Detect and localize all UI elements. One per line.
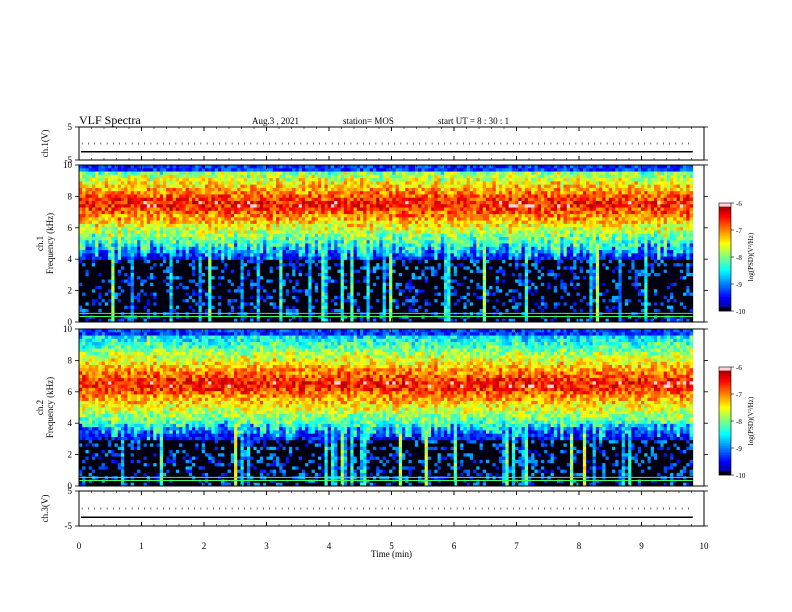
ch2-spectrogram-colorbar-tick-label--6: -6 — [736, 364, 742, 372]
xtick-label-1: 1 — [139, 541, 144, 551]
ch1-waveform-frame — [78, 126, 705, 161]
ch1-spectrogram-ylabel-0: ch.1 — [35, 236, 45, 251]
xtick-label-6: 6 — [452, 541, 457, 551]
ch1-spectrogram-colorbar — [719, 203, 731, 312]
ch1-waveform-ylabel-0: ch.1(V) — [40, 130, 50, 158]
ch2-spectrogram-ytick-label-10: 10 — [63, 324, 73, 334]
ch1-spectrogram-minor-ticks — [91, 165, 692, 322]
xtick-label-9: 9 — [639, 541, 644, 551]
ch2-spectrogram-ytick-label-6: 6 — [68, 387, 73, 397]
ch2-spectrogram-colorbar-tick-label--9: -9 — [736, 445, 742, 453]
ch1-waveform-minor-ticks — [91, 127, 692, 160]
ch1-spectrogram-ytick-label-0: 0 — [68, 317, 73, 327]
ch3-waveform-ylabel-0: ch.3(V) — [40, 495, 50, 523]
xtick-label-5: 5 — [389, 541, 394, 551]
ch3-waveform-baseline-marks — [81, 507, 689, 510]
xtick-label-4: 4 — [327, 541, 332, 551]
xtick-label-2: 2 — [202, 541, 207, 551]
ch3-waveform-ytick-label-5: 5 — [68, 486, 73, 496]
ch2-spectrogram-colorbar — [719, 367, 731, 476]
ch2-spectrogram-cells — [79, 329, 694, 487]
ch2-spectrogram-colorbar-tick-label--10: -10 — [736, 472, 746, 480]
date-label: Aug.3 , 2021 — [252, 116, 299, 126]
chart-title: VLF Spectra — [79, 113, 141, 127]
ch2-spectrogram-ytick-label-2: 2 — [68, 450, 73, 460]
ch2-spectrogram-ylabel-0: ch.2 — [35, 400, 45, 415]
ch2-spectrogram-colorbar-tick-label--8: -8 — [736, 418, 742, 426]
ch2-spectrogram-colorbar-tick-label--7: -7 — [736, 391, 742, 399]
ch2-spectrogram-ylabel-1: Frequency (kHz) — [45, 377, 55, 438]
ch1-spectrogram-colorbar-tick-label--7: -7 — [736, 227, 742, 235]
ch1-spectrogram-colorbar-tick-label--8: -8 — [736, 254, 742, 262]
ch1-spectrogram-colorbar-tick-label--10: -10 — [736, 308, 746, 316]
ch3-waveform-ytick-label--5: -5 — [65, 521, 73, 531]
ch1-waveform-ytick-label--5: -5 — [65, 155, 73, 165]
ch2-spectrogram-ytick-label-4: 4 — [68, 418, 73, 428]
ch2-spectrogram-colorbar-label: log(PSD)(V²/Hz) — [747, 396, 755, 445]
ch1-waveform-baseline-marks — [81, 142, 689, 145]
ch2-spectrogram-ytick-label-0: 0 — [68, 481, 73, 491]
xtick-label-7: 7 — [514, 541, 519, 551]
xtick-label-8: 8 — [577, 541, 582, 551]
ch1-spectrogram-ylabel-1: Frequency (kHz) — [45, 213, 55, 274]
xtick-label-0: 0 — [77, 541, 82, 551]
station-label: station= MOS — [343, 116, 394, 126]
ch2-spectrogram-ytick-label-8: 8 — [68, 355, 73, 365]
ch1-spectrogram-ytick-label-6: 6 — [68, 223, 73, 233]
xtick-label-10: 10 — [700, 541, 710, 551]
xtick-label-3: 3 — [264, 541, 269, 551]
ch1-spectrogram-ytick-label-2: 2 — [68, 286, 73, 296]
ch2-spectrogram-minor-ticks — [91, 329, 692, 486]
ch3-waveform-frame — [78, 490, 705, 527]
ch1-spectrogram-ytick-label-10: 10 — [63, 160, 73, 170]
start-ut-label: start UT = 8 : 30 : 1 — [438, 116, 510, 126]
ch1-spectrogram-colorbar-tick-label--9: -9 — [736, 281, 742, 289]
ch1-waveform-ytick-label-5: 5 — [68, 122, 73, 132]
x-axis-label: Time (min) — [371, 549, 412, 559]
ch3-waveform-minor-ticks — [91, 491, 692, 526]
ch1-spectrogram-ytick-label-4: 4 — [68, 254, 73, 264]
ch1-spectrogram-colorbar-label: log(PSD)(V²/Hz) — [747, 232, 755, 281]
ch1-spectrogram-ytick-label-8: 8 — [68, 191, 73, 201]
ch1-spectrogram-cells — [79, 165, 694, 323]
ch1-spectrogram-colorbar-tick-label--6: -6 — [736, 200, 742, 208]
